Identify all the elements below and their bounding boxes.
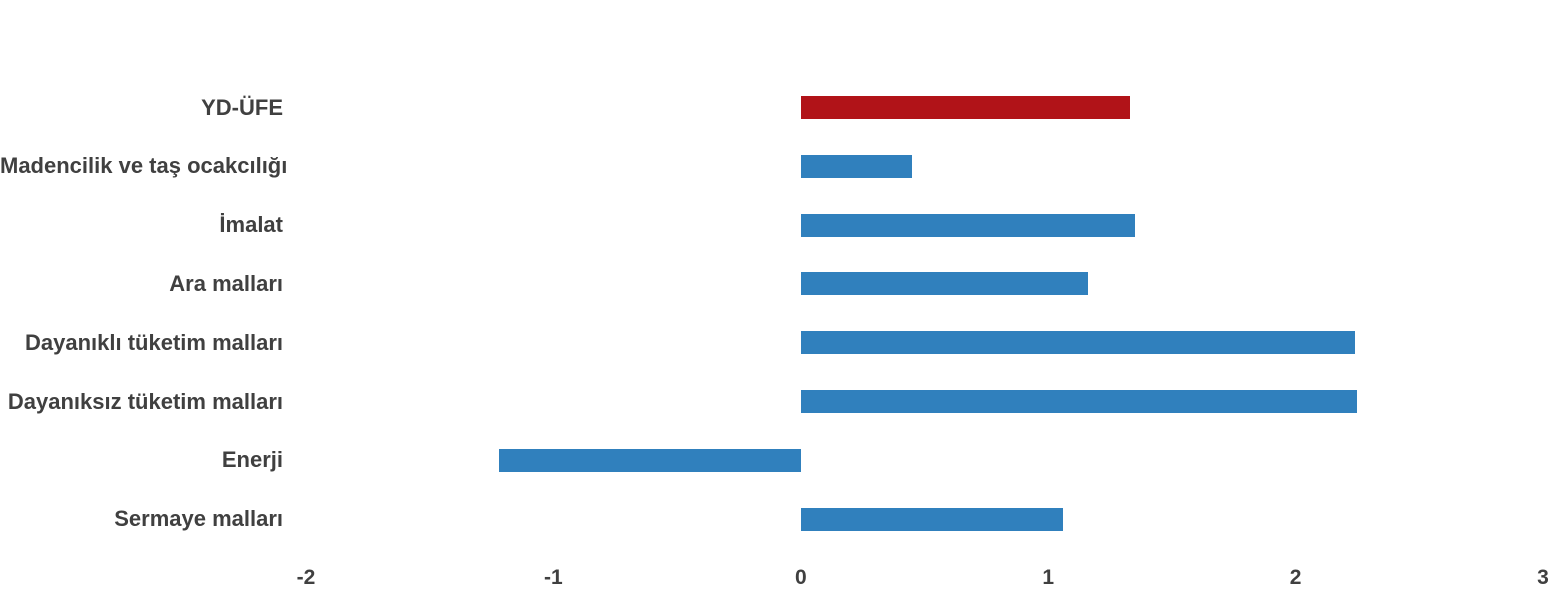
bar-segment: [800, 154, 913, 178]
bar-segment: [800, 213, 1135, 237]
bar-segment: [800, 331, 1355, 355]
bar-segment: [800, 390, 1358, 413]
x-axis-tick-label: 3: [1537, 566, 1549, 589]
x-axis-tick-label: 2: [1289, 566, 1302, 589]
bar-segment: [498, 448, 801, 472]
category-label: Sermaye malları: [114, 506, 283, 532]
category-label: YD-ÜFE: [201, 94, 283, 120]
category-label: Dayanıksız tüketim malları: [7, 388, 283, 414]
bar-highlight: [800, 96, 1130, 119]
x-axis-tick-label: -1: [544, 566, 563, 589]
bar-segment: [800, 507, 1064, 531]
bar-segment: [800, 272, 1088, 296]
category-label: İmalat: [219, 212, 283, 238]
x-axis-tick-label: 1: [1042, 566, 1055, 589]
x-axis-tick-label: -2: [296, 566, 316, 589]
x-axis-tick-label: 0: [794, 566, 807, 589]
category-label: Dayanıklı tüketim malları: [25, 329, 283, 355]
category-label: Ara malları: [169, 270, 283, 296]
category-label: Madencilik ve taş ocakcılığı: [0, 153, 288, 179]
category-label: Enerji: [221, 447, 283, 473]
